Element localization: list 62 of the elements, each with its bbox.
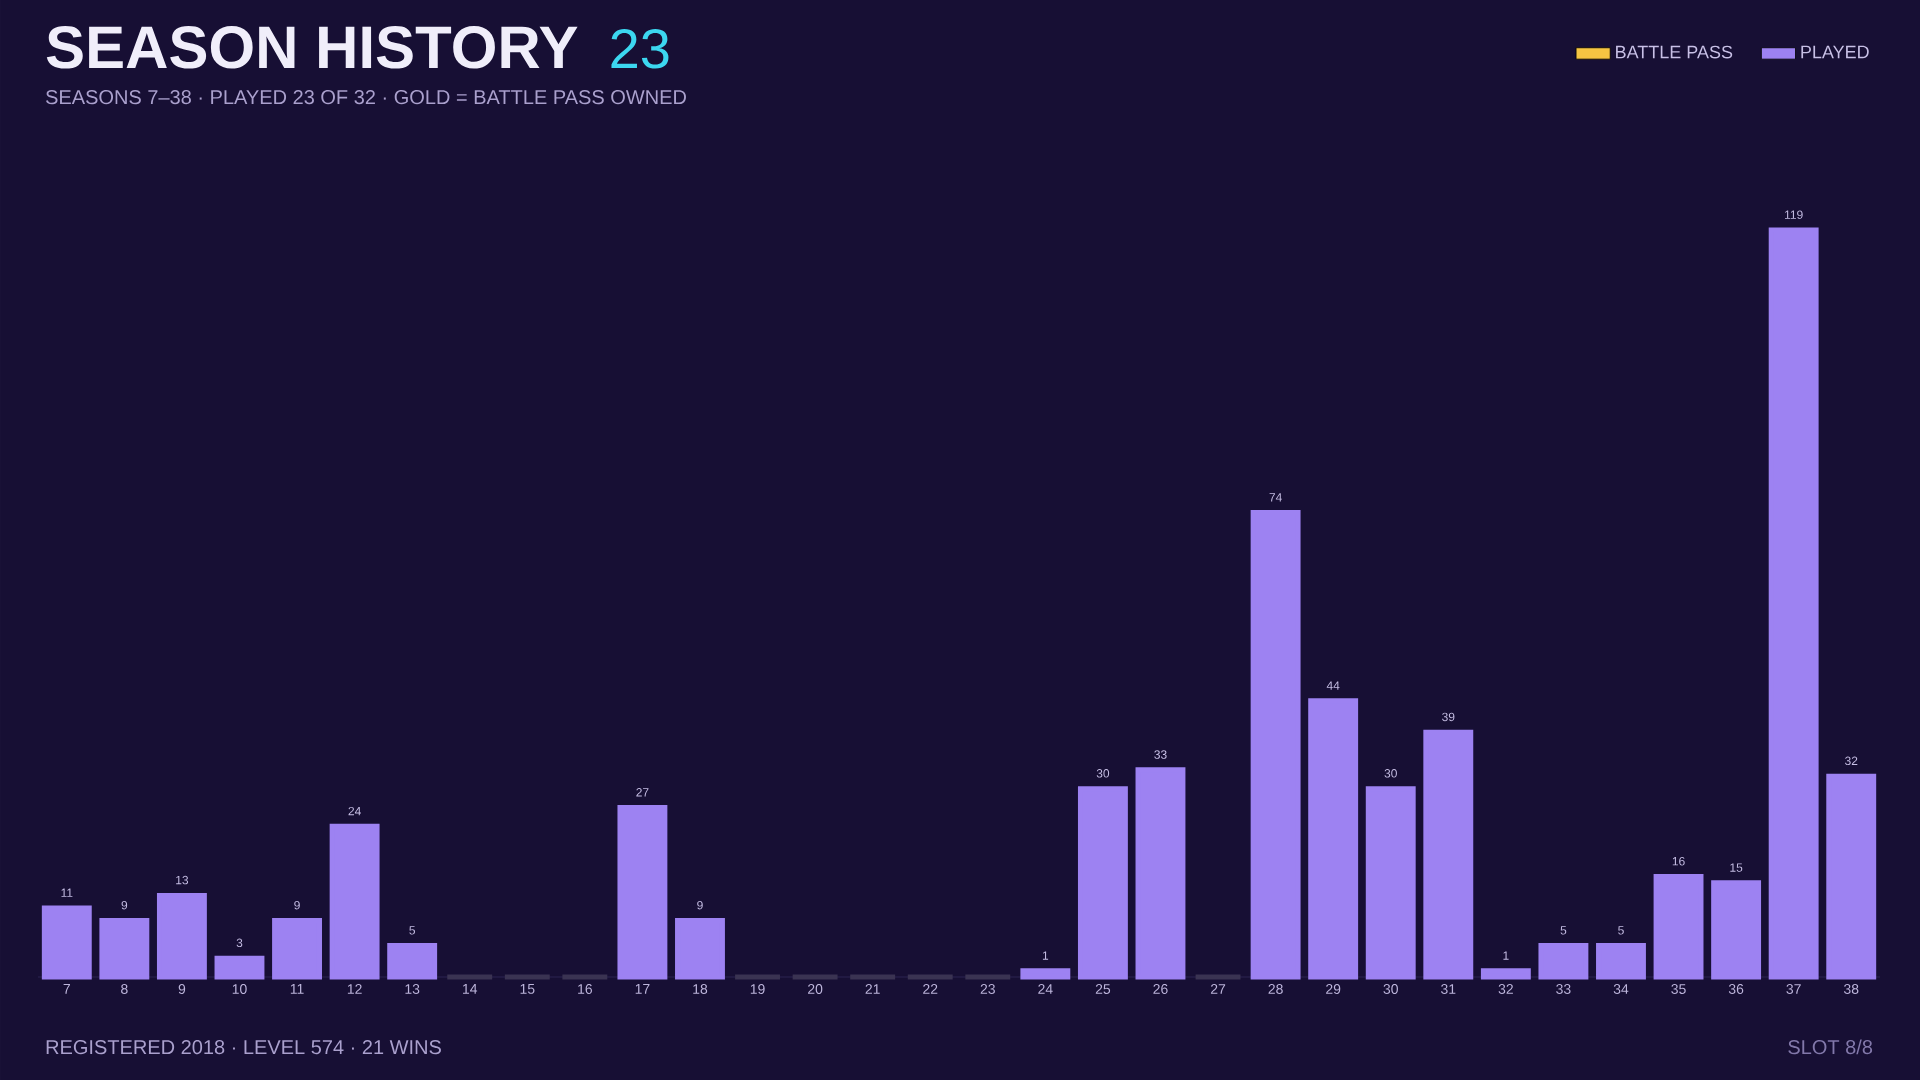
x-tick-label: 8 bbox=[121, 984, 128, 994]
text: SLOT 8/8 bbox=[1788, 1039, 1873, 1055]
x-tick-label: 32 bbox=[1498, 984, 1513, 994]
x-tick-label: 34 bbox=[1613, 984, 1629, 994]
x-tick-label: 17 bbox=[635, 984, 650, 994]
chart-subtitle: SEASONS 7–38 · PLAYED 23 OF 32 · GOLD = BATTLE PASS OWNED bbox=[45, 90, 686, 105]
x-tick-label: 35 bbox=[1671, 984, 1686, 994]
x-tick-label: 7 bbox=[63, 984, 70, 994]
x-tick-label: 36 bbox=[1728, 984, 1744, 994]
data-label: 3 bbox=[236, 938, 243, 948]
x-tick-label: 20 bbox=[808, 984, 823, 994]
data-label: 74 bbox=[1269, 493, 1282, 502]
data-label: 11 bbox=[61, 888, 73, 897]
x-tick-label: 22 bbox=[923, 984, 938, 994]
chart-title: SEASON HISTORY bbox=[46, 26, 578, 69]
x-tick-label: 30 bbox=[1383, 984, 1398, 994]
data-label: 9 bbox=[121, 900, 128, 910]
x-tick-label: 11 bbox=[290, 984, 304, 994]
x-tick-label: 33 bbox=[1556, 984, 1571, 994]
data-label: 30 bbox=[1384, 769, 1397, 778]
data-label: 39 bbox=[1442, 712, 1455, 722]
x-tick-label: 13 bbox=[405, 984, 420, 994]
data-label: 27 bbox=[636, 788, 649, 797]
legend-label: PLAYED bbox=[1801, 45, 1869, 59]
data-label: 5 bbox=[409, 926, 416, 935]
x-tick-label: 14 bbox=[463, 984, 478, 994]
x-tick-label: 26 bbox=[1153, 984, 1168, 994]
data-label: 5 bbox=[1560, 926, 1567, 935]
x-tick-label: 24 bbox=[1038, 984, 1053, 994]
x-tick-label: 9 bbox=[178, 984, 186, 994]
data-label: 15 bbox=[1730, 863, 1743, 872]
data-label: 33 bbox=[1154, 750, 1167, 759]
text: REGISTERED 2018 · LEVEL 574 · 21 WINS bbox=[46, 1040, 441, 1055]
data-label: 16 bbox=[1672, 857, 1685, 866]
x-tick-label: 10 bbox=[232, 984, 247, 994]
data-label: 30 bbox=[1096, 769, 1110, 778]
x-tick-label: 25 bbox=[1095, 984, 1111, 994]
x-tick-label: 21 bbox=[865, 984, 880, 994]
data-label: 5 bbox=[1618, 926, 1624, 935]
x-tick-label: 23 bbox=[980, 984, 995, 994]
data-label: 32 bbox=[1845, 756, 1858, 766]
data-label: 1 bbox=[1503, 951, 1509, 960]
data-label: 119 bbox=[1785, 210, 1803, 219]
data-label: 1 bbox=[1042, 951, 1049, 960]
data-label: 9 bbox=[697, 900, 703, 910]
x-tick-label: 12 bbox=[347, 984, 362, 994]
x-tick-label: 31 bbox=[1441, 984, 1456, 994]
x-tick-label: 37 bbox=[1786, 984, 1801, 994]
data-label: 13 bbox=[176, 875, 189, 885]
x-tick-label: 28 bbox=[1268, 984, 1283, 994]
x-tick-label: 15 bbox=[520, 984, 535, 994]
x-tick-label: 19 bbox=[750, 984, 765, 994]
x-tick-label: 27 bbox=[1210, 984, 1226, 994]
x-tick-label: 38 bbox=[1843, 984, 1859, 994]
data-label: 44 bbox=[1326, 681, 1340, 690]
data-label: 24 bbox=[348, 806, 361, 816]
x-tick-label: 16 bbox=[578, 984, 592, 994]
x-tick-label: 29 bbox=[1326, 984, 1341, 994]
text: 23 bbox=[611, 28, 669, 69]
x-tick-label: 18 bbox=[693, 984, 708, 994]
legend-label: BATTLE PASS bbox=[1616, 45, 1733, 59]
data-label: 9 bbox=[294, 900, 300, 910]
